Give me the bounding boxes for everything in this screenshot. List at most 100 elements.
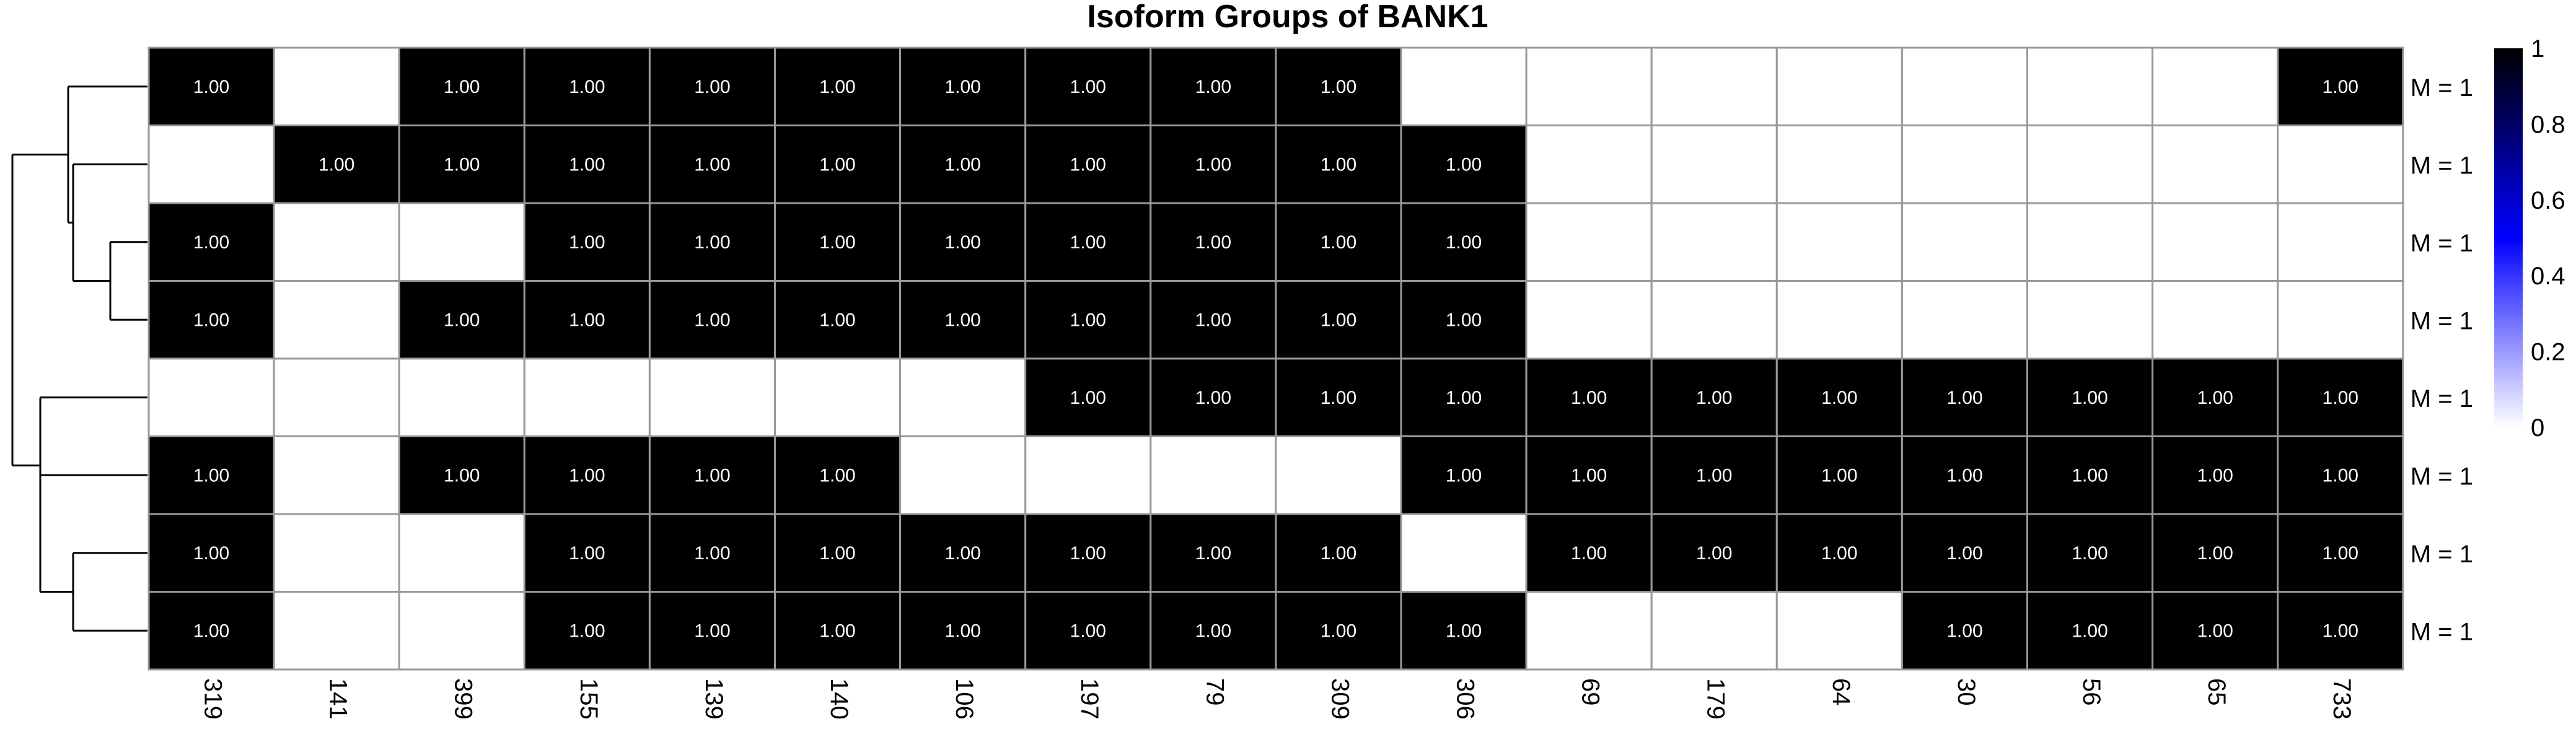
colorbar-tick-label: 0.8 [2531, 111, 2565, 138]
heatmap-cell [523, 435, 651, 515]
column-label: 155 [575, 678, 602, 720]
heatmap-cell [648, 124, 776, 204]
heatmap-cell [1525, 124, 1653, 204]
heatmap-cell [273, 435, 400, 515]
heatmap-cell [2026, 202, 2154, 282]
cell-value-label: 1.00 [1070, 310, 1106, 330]
cell-value-label: 1.00 [1321, 77, 1356, 97]
heatmap-cell [648, 435, 776, 515]
heatmap-cell [1275, 513, 1402, 593]
cell-value-label: 1.00 [444, 77, 480, 97]
cell-value-label: 1.00 [694, 465, 730, 486]
cell-value-label: 1.00 [2323, 543, 2358, 564]
heatmap-cell [398, 202, 525, 282]
heatmap-cell [1650, 280, 1778, 360]
heatmap-cell [1150, 46, 1277, 126]
cell-value-label: 1.00 [1195, 77, 1231, 97]
cell-value-label: 1.00 [1696, 543, 1732, 564]
heatmap-cell [273, 280, 400, 360]
colorbar-tick-label: 0 [2531, 414, 2544, 442]
heatmap-cell [899, 280, 1027, 360]
heatmap-cell [398, 513, 525, 593]
cell-value-label: 1.00 [1070, 232, 1106, 253]
cell-value-label: 1.00 [1446, 621, 1482, 641]
cell-value-label: 1.00 [944, 621, 980, 641]
column-label: 56 [2078, 678, 2105, 706]
heatmap-cell [523, 591, 651, 671]
heatmap-cell [1901, 46, 2028, 126]
cell-value-label: 1.00 [2197, 621, 2233, 641]
column-label: 30 [1953, 678, 1980, 706]
heatmap-cell [2026, 46, 2154, 126]
column-label: 65 [2203, 678, 2230, 706]
column-label: 141 [325, 678, 352, 720]
colorbar-gradient [2494, 48, 2523, 427]
heatmap-cell [147, 591, 275, 671]
heatmap-cell [1525, 202, 1653, 282]
row-label: M = 1 [2411, 307, 2473, 334]
cell-value-label: 1.00 [1195, 310, 1231, 330]
cell-value-label: 1.00 [819, 543, 855, 564]
heatmap-cell [273, 124, 400, 204]
cell-value-label: 1.00 [1946, 388, 1982, 408]
heatmap-cell [1150, 280, 1277, 360]
column-label: 399 [450, 678, 477, 720]
colorbar-tick-label: 0.2 [2531, 339, 2565, 366]
dendrogram-branch [109, 241, 147, 321]
dendrogram-branch [72, 552, 147, 632]
heatmap-cell [1024, 124, 1152, 204]
heatmap-cell [1901, 513, 2028, 593]
heatmap-cell [648, 280, 776, 360]
heatmap-cell [2026, 280, 2154, 360]
heatmap-cell [2277, 357, 2404, 437]
heatmap-cell [1400, 357, 1528, 437]
cell-value-label: 1.00 [944, 154, 980, 175]
heatmap-cell [1650, 124, 1778, 204]
cell-value-label: 1.00 [944, 543, 980, 564]
cell-value-label: 1.00 [569, 621, 605, 641]
dendrogram-branch [67, 85, 147, 224]
heatmap-cell [1650, 357, 1778, 437]
column-label: 106 [951, 678, 978, 720]
heatmap-cell [899, 513, 1027, 593]
heatmap-cell [1901, 591, 2028, 671]
heatmap-cell [1650, 202, 1778, 282]
cell-value-label: 1.00 [2323, 621, 2358, 641]
row-label: M = 1 [2411, 230, 2473, 257]
row-label: M = 1 [2411, 463, 2473, 490]
heatmap-cell [774, 591, 902, 671]
heatmap-cell [1024, 357, 1152, 437]
heatmap-cell [1525, 591, 1653, 671]
heatmap-cell [1775, 513, 1903, 593]
heatmap-cell [1525, 513, 1653, 593]
cell-value-label: 1.00 [1321, 388, 1356, 408]
cell-value-label: 1.00 [1821, 543, 1857, 564]
heatmap-cell [273, 513, 400, 593]
cell-value-label: 1.00 [1571, 388, 1607, 408]
cell-value-label: 1.00 [1446, 465, 1482, 486]
heatmap-cell [523, 124, 651, 204]
cell-value-label: 1.00 [2197, 543, 2233, 564]
cell-value-label: 1.00 [819, 77, 855, 97]
heatmap-cell [2277, 435, 2404, 515]
heatmap-cell [1024, 46, 1152, 126]
heatmap-cells: 1.00 1.00 1.00 1.00 1.00 1.00 1.00 1.00 1.00 1.00… [147, 46, 2404, 671]
colorbar-tick-label: 0.4 [2531, 263, 2565, 290]
chart-title: Isoform Groups of BANK1 [1087, 0, 1488, 35]
heatmap-cell [1525, 46, 1653, 126]
cell-value-label: 1.00 [2323, 388, 2358, 408]
row-label: M = 1 [2411, 541, 2473, 568]
heatmap-cell [1525, 280, 1653, 360]
cell-value-label: 1.00 [1446, 388, 1482, 408]
cell-value-label: 1.00 [1446, 232, 1482, 253]
dendrogram-root [11, 154, 68, 467]
row-label: M = 1 [2411, 74, 2473, 102]
heatmap-cell [774, 46, 902, 126]
heatmap-cell [774, 202, 902, 282]
cell-value-label: 1.00 [819, 154, 855, 175]
dendrogram-branch [39, 474, 147, 593]
heatmap-cell [1775, 280, 1903, 360]
heatmap-cell [774, 435, 902, 515]
heatmap-cell [2152, 124, 2279, 204]
cell-value-label: 1.00 [1821, 388, 1857, 408]
